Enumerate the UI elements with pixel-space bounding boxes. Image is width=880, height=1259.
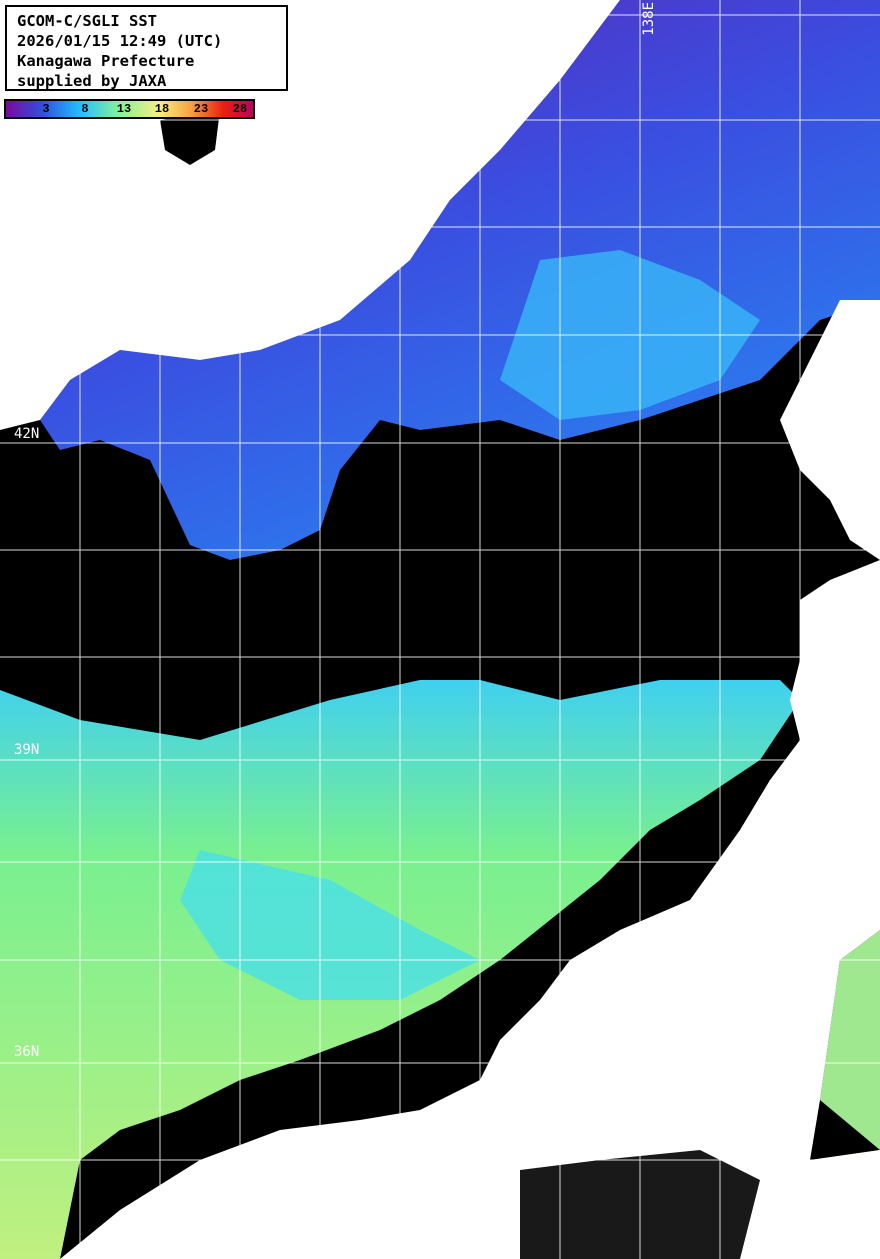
colorbar-tick: 3 bbox=[42, 102, 50, 116]
colorbar-tick: 13 bbox=[116, 102, 132, 116]
title-satellite: GCOM-C/SGLI SST bbox=[17, 12, 157, 30]
title-box: GCOM-C/SGLI SST 2026/01/15 12:49 (UTC) K… bbox=[5, 5, 288, 91]
north-sst-region bbox=[40, 0, 880, 560]
lat-label-39n: 39N bbox=[14, 742, 40, 758]
title-datetime: 2026/01/15 12:49 (UTC) bbox=[17, 32, 223, 50]
cyan-tongue bbox=[180, 850, 480, 1000]
title-supplier: supplied by JAXA bbox=[17, 72, 167, 90]
land-hokkaido bbox=[780, 300, 880, 560]
southeast-green-water bbox=[820, 930, 880, 1150]
land-honshu bbox=[60, 560, 880, 1259]
colorbar-tick: 18 bbox=[154, 102, 170, 116]
land-peninsula bbox=[160, 110, 220, 165]
colorbar: 3 8 13 18 23 28 bbox=[4, 99, 255, 119]
lat-label-42n: 42N bbox=[14, 426, 40, 442]
colorbar-tick: 8 bbox=[81, 102, 89, 116]
colorbar-tick: 23 bbox=[193, 102, 209, 116]
title-organization: Kanagawa Prefecture bbox=[17, 52, 195, 70]
lat-label-36n: 36N bbox=[14, 1044, 40, 1060]
lon-label-138e: 138E bbox=[641, 2, 657, 36]
colorbar-tick: 28 bbox=[232, 102, 248, 116]
